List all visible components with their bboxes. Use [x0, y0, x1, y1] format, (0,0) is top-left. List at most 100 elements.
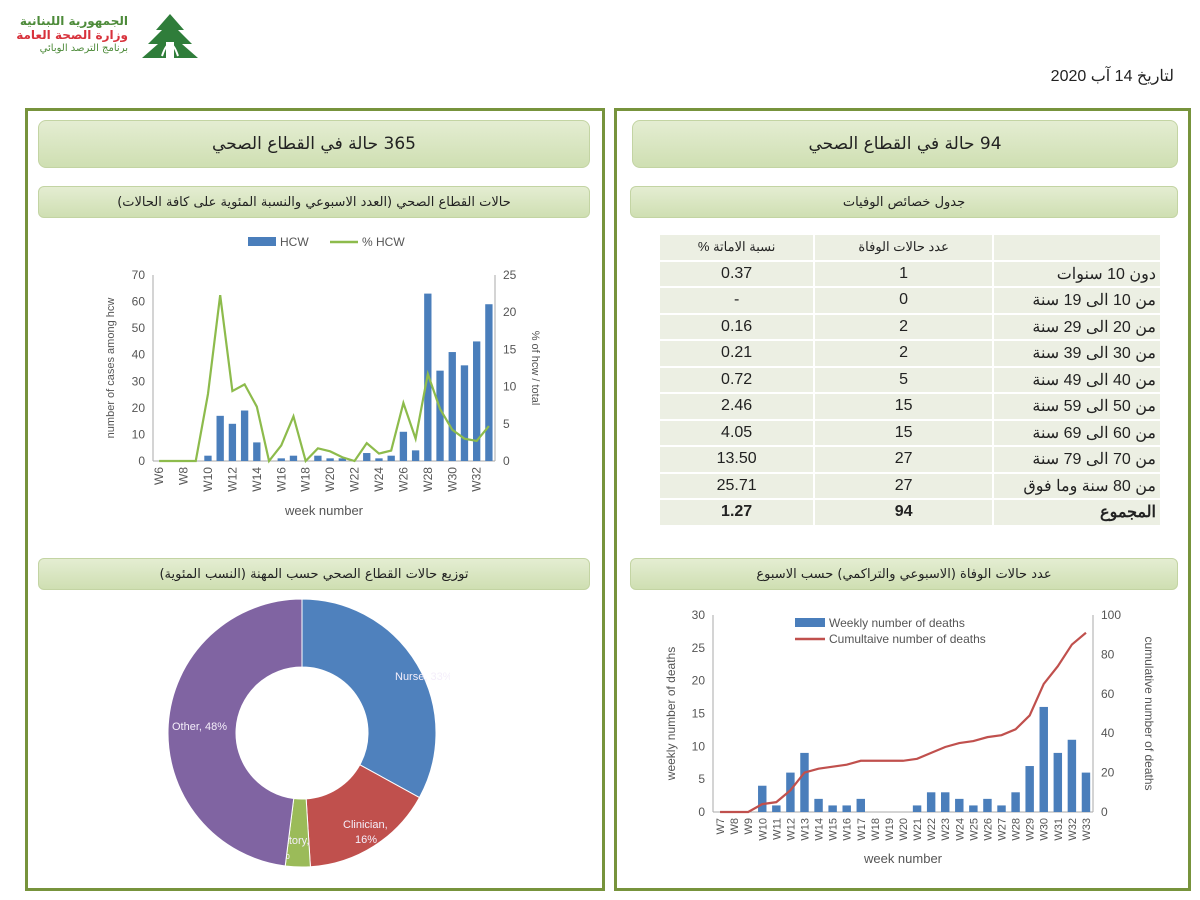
- x-tick-label: W8: [177, 467, 191, 485]
- legend-label: Weekly number of deaths: [829, 616, 965, 630]
- fatality-rate-cell: 0.16: [660, 314, 814, 339]
- deaths-cell: 1: [815, 261, 992, 286]
- bar-W26: [399, 431, 408, 461]
- total-rate: 1.27: [660, 500, 814, 525]
- x-tick-label: W25: [968, 818, 980, 841]
- x-tick-label: W28: [1011, 818, 1023, 841]
- x-tick-label: W22: [348, 467, 362, 492]
- y-tick-label: 20: [692, 674, 706, 688]
- x-axis-label: week number: [284, 503, 364, 518]
- bar-W29: [1025, 766, 1034, 812]
- bar-W12: [786, 772, 795, 812]
- bar-W27: [997, 805, 1006, 812]
- x-tick-label: W13: [799, 818, 811, 841]
- deaths-cell: 5: [815, 367, 992, 392]
- x-tick-label: W26: [396, 467, 410, 492]
- x-tick-label: W18: [299, 467, 313, 492]
- table-total-row: 1.27 94 المجموع: [660, 500, 1160, 525]
- bar-W16: [277, 458, 285, 461]
- x-tick-label: W21: [912, 818, 924, 841]
- y2-tick-label: 0: [1101, 805, 1108, 819]
- deaths-cell: 0: [815, 288, 992, 313]
- logo-line-3: برنامج الترصد الوبائي: [39, 43, 128, 54]
- header-fatality-rate: نسبة الاماتة %: [660, 235, 814, 260]
- hcw-chart-title: حالات القطاع الصحي (العدد الاسبوعي والنس…: [38, 186, 590, 218]
- age-group-cell: من 30 الى 39 سنة: [994, 341, 1160, 366]
- total-deaths: 94: [815, 500, 992, 525]
- y2-tick-label: 60: [1101, 687, 1115, 701]
- x-tick-label: W20: [898, 818, 910, 841]
- hcw-profession-title: توزيع حالات القطاع الصحي حسب المهنة (الن…: [38, 558, 590, 590]
- bar-W33: [485, 304, 493, 461]
- x-tick-label: W31: [1053, 818, 1065, 841]
- y2-tick-label: 40: [1101, 726, 1115, 740]
- report-date: لتاريخ 14 آب 2020: [1050, 68, 1174, 85]
- bar-W14: [814, 798, 823, 812]
- logo-line-2: وزارة الصحة العامة: [16, 28, 128, 42]
- x-tick-label: W14: [250, 467, 264, 492]
- y2-axis-label: cumulative number of deaths: [1142, 636, 1156, 790]
- hcw-weekly-chart: 0 10 20 30 40 50 60 70 0 5 10 15 20 25 W6 W8 W10 W12 W14 W1…: [105, 235, 541, 518]
- bar-W16: [842, 805, 851, 812]
- x-tick-label: W14: [814, 818, 826, 841]
- y2-tick-label: 15: [503, 342, 517, 356]
- donut-label: Clinician, 16%: [343, 819, 388, 846]
- logo-text: الجمهورية اللبنانية وزارة الصحة العامة ب…: [16, 14, 128, 56]
- bar-W10: [204, 455, 212, 461]
- bar-W32: [473, 341, 481, 461]
- bar-W11: [772, 805, 781, 812]
- table-header-row: نسبة الاماتة % عدد حالات الوفاة: [660, 235, 1160, 260]
- x-axis-label: week number: [863, 851, 943, 866]
- y2-tick-label: 10: [503, 380, 517, 394]
- deaths-cell: 15: [815, 394, 992, 419]
- legend-bar-swatch: [248, 237, 276, 246]
- table-row: 0.21 2 من 30 الى 39 سنة: [660, 341, 1160, 366]
- bar-W12: [228, 423, 237, 461]
- table-row: 4.05 15 من 60 الى 69 سنة: [660, 420, 1160, 445]
- x-tick-label: W29: [1025, 818, 1037, 841]
- x-tick-label: W19: [884, 818, 896, 841]
- bar-W13: [240, 410, 249, 461]
- x-tick-label: W7: [715, 818, 727, 835]
- y-tick-label: 30: [692, 608, 706, 622]
- deaths-chart-title: عدد حالات الوفاة (الاسبوعي والتراكمي) حس…: [630, 558, 1178, 590]
- bar-W33: [1081, 772, 1091, 812]
- age-group-cell: من 40 الى 49 سنة: [994, 367, 1160, 392]
- fatality-rate-cell: 0.37: [660, 261, 814, 286]
- line-series: [159, 294, 490, 464]
- table-row: 0.37 1 دون 10 سنوات: [660, 261, 1160, 286]
- bar-W25: [969, 805, 978, 812]
- bar-W20: [326, 458, 334, 461]
- x-tick-label: W33: [1081, 818, 1093, 841]
- y2-tick-label: 80: [1101, 647, 1115, 661]
- y-tick-label: 60: [132, 295, 146, 309]
- age-group-cell: دون 10 سنوات: [994, 261, 1160, 286]
- age-group-cell: من 70 الى 79 سنة: [994, 447, 1160, 472]
- deaths-total-title: 94 حالة في القطاع الصحي: [632, 120, 1178, 168]
- deaths-table-title: جدول خصائص الوفيات: [630, 186, 1178, 218]
- x-tick-label: W32: [470, 467, 484, 492]
- y-axis-label: number of cases among hcw: [105, 298, 117, 439]
- bar-W21: [338, 458, 346, 461]
- y-tick-label: 25: [692, 641, 706, 655]
- bar-W11: [216, 415, 224, 461]
- bar-W15: [828, 805, 837, 812]
- logo-line-1: الجمهورية اللبنانية: [19, 14, 128, 28]
- legend-label: Cumultaive number of deaths: [829, 632, 986, 646]
- y2-axis-label: % of hcw / total: [529, 331, 541, 406]
- bar-W24: [375, 458, 383, 461]
- legend-bar-swatch: [795, 618, 825, 627]
- y-tick-label: 0: [138, 454, 145, 468]
- table-row: 13.50 27 من 70 الى 79 سنة: [660, 447, 1160, 472]
- table-row: 25.71 27 من 80 سنة وما فوق: [660, 473, 1160, 498]
- deaths-cell: 2: [815, 341, 992, 366]
- bar-W28: [1011, 792, 1020, 812]
- header-deaths: عدد حالات الوفاة: [815, 235, 992, 260]
- fatality-rate-cell: 0.72: [660, 367, 814, 392]
- header-age: [994, 235, 1160, 260]
- x-tick-label: W30: [445, 467, 459, 492]
- fatality-rate-cell: 0.21: [660, 341, 814, 366]
- bar-W19: [314, 455, 322, 461]
- y-tick-label: 40: [132, 348, 146, 362]
